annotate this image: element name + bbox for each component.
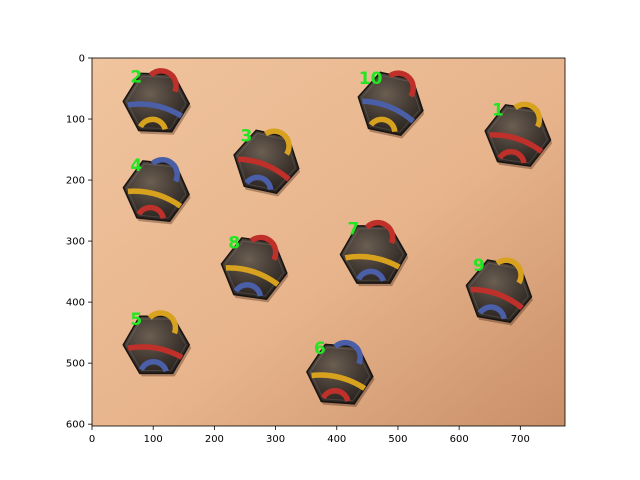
y-axis: 0 100 200 300 400 500 600 xyxy=(66,54,92,431)
x-axis: 0 100 200 300 400 500 600 700 xyxy=(89,426,530,445)
hex-tile xyxy=(233,128,301,197)
tile-number-label: 8 xyxy=(228,234,240,254)
tile-track xyxy=(513,101,543,128)
tile-track xyxy=(388,70,416,98)
tile-track xyxy=(368,116,398,133)
x-tick-label: 0 xyxy=(89,434,95,445)
x-tick-label: 200 xyxy=(205,434,224,445)
tile-track xyxy=(489,132,544,154)
y-tick-label: 500 xyxy=(66,359,85,370)
x-tick-label: 100 xyxy=(144,434,163,445)
tile-track xyxy=(470,286,524,311)
hex-tile xyxy=(357,70,425,139)
tile-number-label: 10 xyxy=(359,69,383,89)
y-tick-label: 400 xyxy=(66,298,85,309)
y-tick-label: 100 xyxy=(66,115,85,126)
labels-layer: 1 2 3 4 5 6 7 8 9 10 xyxy=(130,68,503,360)
tile-number-label: 5 xyxy=(130,310,142,330)
tile-number-label: 3 xyxy=(240,127,252,147)
tile-track xyxy=(249,234,279,261)
axes-frame xyxy=(91,57,566,427)
tile-track xyxy=(311,372,367,391)
y-tick-label: 300 xyxy=(66,237,85,248)
tile-track xyxy=(497,149,527,164)
hex-tile xyxy=(122,157,191,225)
tile-track xyxy=(148,68,179,93)
hex-tile xyxy=(122,310,192,377)
tile-track xyxy=(138,358,169,373)
y-tick-label: 0 xyxy=(79,54,85,65)
y-tick-label: 200 xyxy=(66,176,85,187)
tile-track xyxy=(320,388,351,402)
tile-track xyxy=(127,101,183,119)
tile-track xyxy=(495,257,524,285)
x-tick-label: 700 xyxy=(511,434,530,445)
tile-track xyxy=(225,265,280,287)
tile-track xyxy=(356,268,387,282)
tiles-layer xyxy=(122,68,553,407)
x-tick-label: 300 xyxy=(266,434,285,445)
tile-number-label: 7 xyxy=(348,220,360,240)
x-tick-label: 500 xyxy=(388,434,407,445)
tile-number-label: 2 xyxy=(130,68,142,88)
hex-tile xyxy=(339,219,409,287)
tile-track xyxy=(333,339,363,366)
tile-track xyxy=(136,204,167,220)
tile-track xyxy=(362,98,415,124)
tile-track xyxy=(238,156,291,182)
tile-track xyxy=(477,304,507,320)
y-tick-label: 600 xyxy=(66,420,85,431)
hex-tile xyxy=(122,68,192,135)
tile-track xyxy=(244,174,274,191)
tile-number-label: 9 xyxy=(473,256,485,276)
hex-tile xyxy=(465,257,533,326)
tile-track xyxy=(263,128,292,156)
x-tick-label: 400 xyxy=(327,434,346,445)
hex-tile xyxy=(484,101,553,170)
tile-track xyxy=(150,157,180,183)
tile-track xyxy=(127,188,183,209)
tile-number-label: 1 xyxy=(492,101,504,121)
x-tick-label: 600 xyxy=(450,434,469,445)
tile-number-label: 4 xyxy=(130,156,142,176)
tile-track xyxy=(233,282,264,297)
tile-track xyxy=(138,116,168,131)
tile-number-label: 6 xyxy=(314,339,326,359)
tile-track xyxy=(147,310,179,335)
tile-track xyxy=(344,253,401,270)
hex-tile xyxy=(306,339,375,407)
hex-tile xyxy=(220,234,289,303)
tile-track xyxy=(127,344,184,360)
tile-track xyxy=(364,219,396,244)
